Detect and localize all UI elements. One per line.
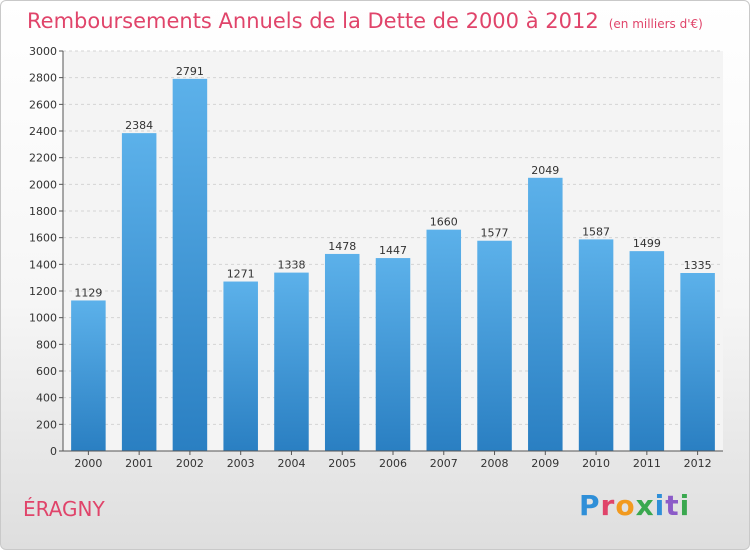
- data-label: 1447: [379, 244, 407, 257]
- y-tick-label: 2600: [29, 98, 57, 111]
- y-tick-label: 1400: [29, 258, 57, 271]
- bar: [223, 281, 258, 451]
- y-tick-label: 2200: [29, 152, 57, 165]
- bar: [172, 78, 208, 451]
- y-tick-label: 400: [36, 392, 57, 405]
- x-tick-label: 2010: [582, 457, 610, 470]
- y-tick-label: 1000: [29, 312, 57, 325]
- city-name: ÉRAGNY: [23, 497, 105, 521]
- bar: [121, 133, 157, 451]
- logo-letter: o: [615, 489, 636, 522]
- proxiti-logo[interactable]: Proxiti: [579, 489, 690, 522]
- y-tick-label: 800: [36, 338, 57, 351]
- y-tick-label: 2800: [29, 72, 57, 85]
- chart-subtitle: (en milliers d'€): [608, 17, 703, 31]
- logo-letter: r: [600, 489, 616, 522]
- x-tick-label: 2009: [531, 457, 559, 470]
- x-tick-label: 2008: [481, 457, 509, 470]
- data-label: 1660: [430, 216, 458, 229]
- bar: [324, 253, 360, 451]
- data-label: 1478: [328, 240, 356, 253]
- x-tick-label: 2002: [176, 457, 204, 470]
- logo-letter: x: [635, 489, 655, 522]
- bar: [629, 251, 665, 451]
- title-text: Remboursements Annuels de la Dette de 20…: [27, 9, 599, 33]
- bar: [274, 272, 309, 451]
- data-label: 1335: [684, 259, 712, 272]
- y-tick-label: 0: [50, 445, 57, 458]
- bar: [426, 229, 462, 451]
- x-tick-label: 2012: [684, 457, 712, 470]
- bar: [477, 240, 512, 451]
- y-tick-label: 3000: [29, 45, 57, 58]
- bar: [680, 273, 715, 451]
- data-label: 2791: [176, 65, 204, 78]
- logo-letter: P: [579, 489, 601, 522]
- bar: [71, 300, 106, 451]
- x-tick-label: 2006: [379, 457, 407, 470]
- x-tick-label: 2011: [633, 457, 661, 470]
- bars: 1129 2384 2791 1271 1338 1478 1447 1660 1577 2049…: [71, 65, 715, 452]
- y-tick-label: 2000: [29, 178, 57, 191]
- x-tick-label: 2004: [277, 457, 305, 470]
- x-tick-label: 2007: [430, 457, 458, 470]
- data-label: 1577: [481, 227, 509, 240]
- y-tick-label: 200: [36, 418, 57, 431]
- data-label: 1129: [74, 286, 102, 299]
- logo-letter: i: [654, 489, 666, 522]
- bar: [528, 177, 563, 452]
- y-tick-label: 600: [36, 365, 57, 378]
- data-label: 1499: [633, 237, 661, 250]
- y-tick-label: 1600: [29, 232, 57, 245]
- y-tick-label: 2400: [29, 125, 57, 138]
- x-tick-label: 2005: [328, 457, 356, 470]
- chart-title: Remboursements Annuels de la Dette de 20…: [27, 9, 703, 33]
- x-tick-label: 2001: [125, 457, 153, 470]
- logo-letter: t: [665, 489, 680, 522]
- bar: [375, 258, 411, 451]
- data-label: 1271: [227, 268, 255, 281]
- x-tick-label: 2003: [227, 457, 255, 470]
- y-tick-label: 1200: [29, 285, 57, 298]
- data-label: 2049: [531, 164, 559, 177]
- data-label: 1338: [277, 259, 305, 272]
- logo-letter: i: [679, 489, 691, 522]
- data-label: 2384: [125, 119, 153, 132]
- x-tick-label: 2000: [74, 457, 102, 470]
- axes: 0 200 400 600 800 1000 1200 1400 1600 1800 2000 220…: [29, 45, 723, 470]
- y-tick-label: 1800: [29, 205, 57, 218]
- bar: [578, 239, 614, 451]
- data-label: 1587: [582, 225, 610, 238]
